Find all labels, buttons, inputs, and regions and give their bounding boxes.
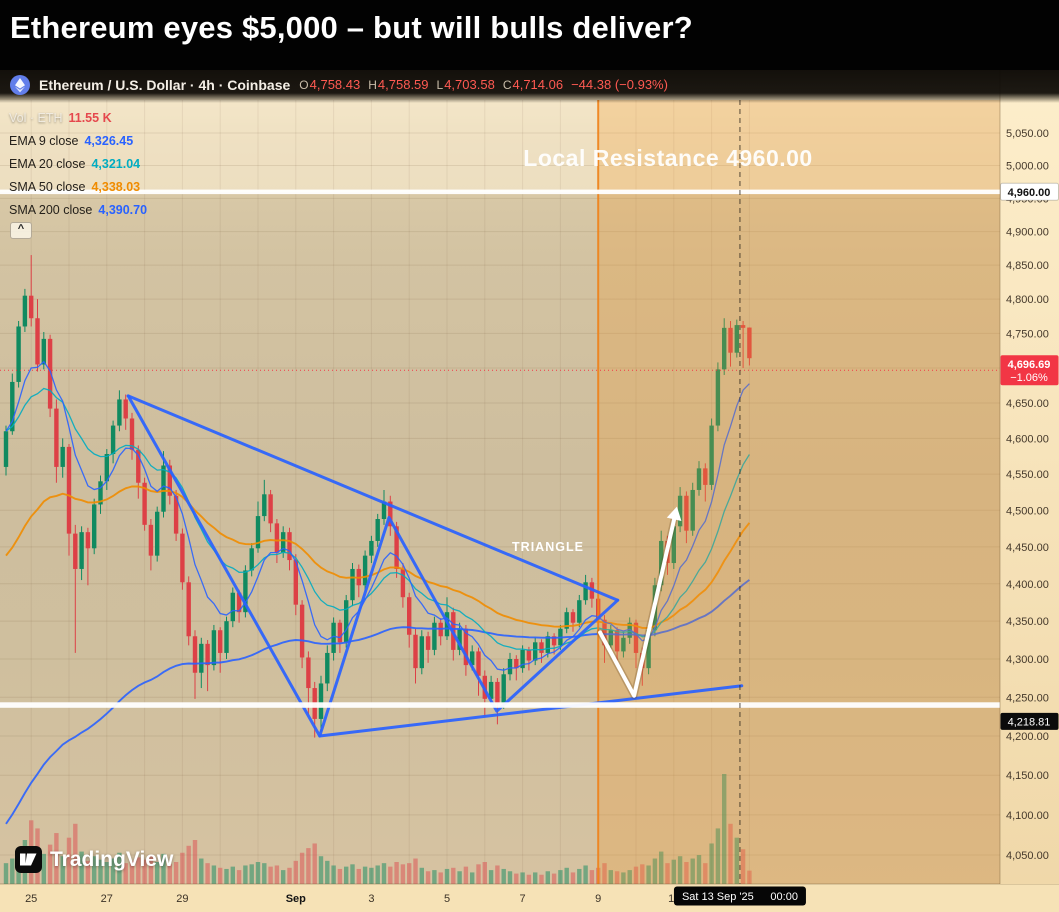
zone-above-resistance [0, 100, 1000, 192]
price-axis-label: 4,650.00 [1006, 398, 1049, 410]
ema9-label: EMA 9 close [9, 134, 79, 148]
time-axis-label: Sep [286, 893, 306, 905]
volume-legend-row[interactable]: Vol · ETH 11.55 K [9, 109, 147, 127]
price-axis-label: 5,050.00 [1006, 128, 1049, 140]
sma50-label: SMA 50 close [9, 180, 86, 194]
price-axis-label: 4,850.00 [1006, 260, 1049, 272]
tradingview-watermark[interactable]: TradingView [15, 846, 173, 873]
sma50-legend-row[interactable]: SMA 50 close 4,338.03 [9, 178, 147, 196]
open-value: 4,758.43 [309, 77, 361, 92]
triangle-label: TRIANGLE [512, 540, 584, 554]
price-axis-label: 4,900.00 [1006, 227, 1049, 239]
sma50-value: 4,338.03 [91, 180, 141, 194]
ema20-value: 4,321.04 [91, 157, 141, 171]
local-resistance-label: Local Resistance 4960.00 [523, 145, 812, 171]
time-axis-label: 11 [668, 893, 679, 905]
price-chart-canvas[interactable]: Local Resistance 4960.00 TRIANGLE 25 27 29 Se… [0, 70, 1059, 912]
support-line[interactable] [0, 702, 1000, 708]
high-label: H [368, 78, 377, 92]
svg-text:Sat 13 Sep '25: Sat 13 Sep '25 [682, 891, 754, 903]
svg-text:−1.06%: −1.06% [1010, 372, 1048, 384]
time-axis-label: 5 [444, 893, 450, 905]
crosshair-date-tag [673, 886, 806, 906]
time-axis-label: 3 [368, 893, 374, 905]
price-axis-label: 4,500.00 [1006, 505, 1049, 517]
price-axis-label: 4,450.00 [1006, 542, 1049, 554]
price-axis-label: 4,300.00 [1006, 654, 1049, 666]
svg-text:4,696.69: 4,696.69 [1008, 359, 1051, 371]
ema9-legend-row[interactable]: EMA 9 close 4,326.45 [9, 132, 147, 150]
headline-bar: Ethereum eyes $5,000 – but will bulls de… [0, 0, 1059, 70]
sma-200-line[interactable] [5, 579, 750, 825]
change-value: −44.38 (−0.93%) [571, 77, 668, 92]
ema20-legend-row[interactable]: EMA 20 close 4,321.04 [9, 155, 147, 173]
open-label: O [299, 78, 309, 92]
price-axis-label: 4,150.00 [1006, 770, 1049, 782]
volume-label: Vol · ETH [9, 111, 63, 125]
price-axis-label: 4,250.00 [1006, 692, 1049, 704]
time-axis-label: 25 [25, 893, 37, 905]
price-axis-label: 4,800.00 [1006, 294, 1049, 306]
high-value: 4,758.59 [377, 77, 429, 92]
volume-value: 11.55 K [68, 111, 112, 125]
low-label: L [436, 78, 444, 92]
indicator-legend: Vol · ETH 11.55 K EMA 9 close 4,326.45 E… [9, 109, 147, 219]
sma200-legend-row[interactable]: SMA 200 close 4,390.70 [9, 201, 147, 219]
ema9-value: 4,326.45 [84, 134, 134, 148]
price-axis-label: 4,600.00 [1006, 433, 1049, 445]
symbol-title[interactable]: Ethereum / U.S. Dollar · 4h · Coinbase [39, 76, 291, 93]
price-axis-label: 4,200.00 [1006, 731, 1049, 743]
svg-text:4,960.00: 4,960.00 [1008, 187, 1051, 199]
sma200-value: 4,390.70 [98, 203, 148, 217]
grid-lines [0, 100, 1000, 884]
price-axis-label: 4,100.00 [1006, 810, 1049, 822]
price-axis[interactable]: 5,050.005,000.004,950.004,900.004,850.00… [999, 70, 1059, 884]
legend-collapse-chevron-icon[interactable]: ^ [10, 222, 32, 239]
time-axis-label: 7 [520, 893, 526, 905]
highlight-band [598, 100, 1000, 884]
triangle-drawing[interactable] [126, 394, 744, 738]
close-label: C [502, 78, 512, 92]
time-axis-label: 9 [595, 893, 601, 905]
price-axis-label: 4,400.00 [1006, 579, 1049, 591]
support-axis-tag [1000, 712, 1059, 730]
headline-title: Ethereum eyes $5,000 – but will bulls de… [10, 10, 693, 45]
ema-9-line[interactable] [5, 360, 750, 671]
time-axis[interactable]: 25 27 29 Sep 3 5 7 9 11 Sat 13 Sep '25 00:00 [0, 883, 1059, 912]
tradingview-logo-icon [15, 846, 42, 873]
ohlc-readout: O 4,758.43 H 4,758.59 L 4,703.58 C 4,714… [299, 77, 668, 92]
time-axis-label: 27 [101, 893, 113, 905]
price-axis-label: 4,550.00 [1006, 469, 1049, 481]
close-value: 4,714.06 [512, 77, 564, 92]
chart-header-strip: Ethereum / U.S. Dollar · 4h · Coinbase O… [0, 70, 1059, 103]
sma200-label: SMA 200 close [9, 203, 93, 217]
last-price-axis-tag [1000, 355, 1059, 386]
low-value: 4,703.58 [444, 77, 495, 92]
price-axis-label: 4,350.00 [1006, 616, 1049, 628]
tradingview-logo-text: TradingView [50, 847, 174, 871]
ethereum-icon [10, 74, 30, 95]
tradingview-chart: Local Resistance 4960.00 TRIANGLE 25 27 29 Se… [0, 70, 1059, 912]
arrow-drawing[interactable] [596, 506, 682, 700]
ema20-label: EMA 20 close [9, 157, 86, 171]
ema-20-line[interactable] [5, 387, 750, 651]
price-axis-label: 5,000.00 [1006, 161, 1049, 173]
resistance-line[interactable] [0, 189, 1000, 195]
svg-text:00:00: 00:00 [770, 891, 798, 903]
price-axis-label: 4,050.00 [1006, 850, 1049, 862]
moving-average-lines [5, 360, 751, 825]
price-axis-label: 4,750.00 [1006, 328, 1049, 340]
time-axis-label: 29 [176, 893, 188, 905]
svg-text:4,218.81: 4,218.81 [1008, 716, 1051, 728]
